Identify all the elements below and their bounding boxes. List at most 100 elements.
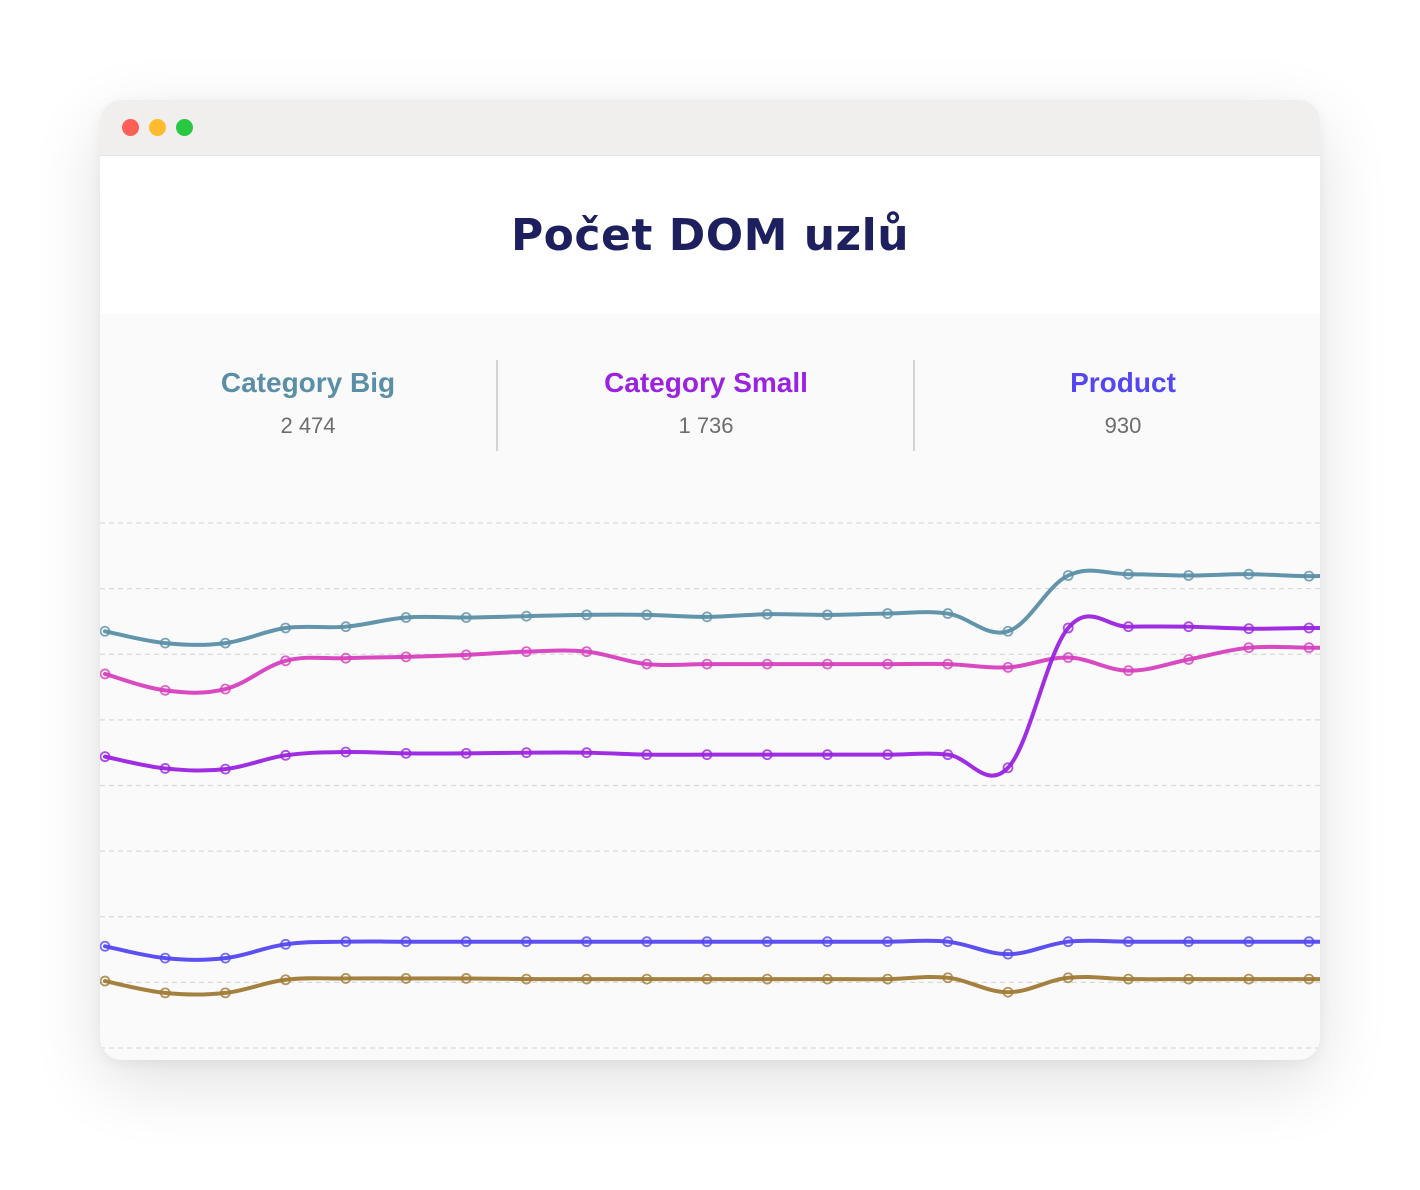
data-point[interactable] — [100, 975, 111, 987]
data-point[interactable] — [581, 646, 593, 658]
data-point[interactable] — [701, 658, 713, 670]
data-point[interactable] — [761, 936, 773, 948]
data-point[interactable] — [1243, 973, 1255, 985]
data-point[interactable] — [220, 952, 231, 964]
data-point[interactable] — [882, 608, 893, 619]
data-point[interactable] — [1002, 762, 1014, 774]
data-point[interactable] — [942, 608, 954, 619]
data-point[interactable] — [942, 972, 954, 984]
data-point[interactable] — [400, 747, 412, 759]
data-point[interactable] — [400, 612, 412, 623]
data-point[interactable] — [1062, 936, 1074, 948]
data-point[interactable] — [460, 747, 472, 759]
data-point[interactable] — [100, 625, 111, 637]
data-point[interactable] — [641, 973, 653, 985]
data-point[interactable] — [942, 936, 954, 948]
data-point[interactable] — [400, 936, 412, 948]
data-point[interactable] — [520, 646, 532, 658]
data-point[interactable] — [761, 608, 773, 620]
data-point[interactable] — [340, 621, 352, 633]
data-point[interactable] — [822, 609, 833, 621]
data-point[interactable] — [280, 974, 292, 986]
data-point[interactable] — [159, 987, 171, 999]
data-point[interactable] — [1062, 972, 1074, 984]
data-point[interactable] — [942, 658, 954, 670]
data-point[interactable] — [340, 973, 352, 984]
data-point[interactable] — [1243, 568, 1255, 580]
data-point[interactable] — [280, 622, 292, 634]
data-point[interactable] — [159, 763, 171, 774]
data-point[interactable] — [882, 973, 893, 985]
minimize-window-button[interactable] — [149, 119, 166, 136]
data-point[interactable] — [400, 651, 412, 663]
data-point[interactable] — [100, 751, 111, 763]
data-point[interactable] — [100, 668, 111, 680]
data-point[interactable] — [280, 655, 292, 667]
data-point[interactable] — [1243, 936, 1255, 948]
data-point[interactable] — [1062, 570, 1074, 581]
data-point[interactable] — [1123, 568, 1134, 580]
data-point[interactable] — [701, 611, 713, 623]
data-point[interactable] — [100, 940, 111, 952]
data-point[interactable] — [520, 610, 532, 622]
data-point[interactable] — [1002, 625, 1014, 637]
data-point[interactable] — [701, 973, 713, 985]
data-point[interactable] — [882, 936, 893, 948]
data-point[interactable] — [1123, 936, 1134, 948]
data-point[interactable] — [1243, 642, 1255, 654]
data-point[interactable] — [641, 749, 653, 761]
data-point[interactable] — [581, 936, 593, 948]
data-point[interactable] — [1183, 621, 1194, 633]
data-point[interactable] — [460, 649, 472, 661]
data-point[interactable] — [1243, 623, 1255, 635]
data-point[interactable] — [340, 746, 352, 758]
data-point[interactable] — [280, 938, 292, 950]
data-point[interactable] — [220, 987, 231, 999]
data-point[interactable] — [701, 749, 713, 761]
data-point[interactable] — [220, 683, 231, 695]
data-point[interactable] — [1123, 973, 1134, 985]
data-point[interactable] — [641, 936, 653, 948]
maximize-window-button[interactable] — [176, 119, 193, 136]
data-point[interactable] — [1183, 973, 1194, 985]
data-point[interactable] — [822, 936, 833, 948]
data-point[interactable] — [822, 658, 833, 670]
data-point[interactable] — [1002, 948, 1014, 960]
data-point[interactable] — [1303, 642, 1315, 654]
data-point[interactable] — [159, 684, 171, 696]
data-point[interactable] — [822, 973, 833, 985]
data-point[interactable] — [159, 637, 171, 649]
data-point[interactable] — [520, 936, 532, 948]
data-point[interactable] — [1183, 936, 1194, 948]
data-point[interactable] — [581, 973, 593, 985]
close-window-button[interactable] — [122, 119, 139, 136]
data-point[interactable] — [520, 973, 532, 985]
data-point[interactable] — [159, 952, 171, 964]
data-point[interactable] — [280, 749, 292, 761]
data-point[interactable] — [641, 658, 653, 670]
data-point[interactable] — [400, 973, 412, 984]
data-point[interactable] — [1123, 621, 1134, 633]
data-point[interactable] — [460, 973, 472, 984]
data-point[interactable] — [340, 652, 352, 664]
data-point[interactable] — [1303, 570, 1315, 582]
data-point[interactable] — [1303, 936, 1315, 948]
data-point[interactable] — [761, 973, 773, 985]
data-point[interactable] — [1002, 986, 1014, 998]
data-point[interactable] — [822, 749, 833, 761]
data-point[interactable] — [340, 936, 352, 948]
data-point[interactable] — [761, 749, 773, 761]
data-point[interactable] — [882, 749, 893, 761]
data-point[interactable] — [1062, 622, 1074, 634]
data-point[interactable] — [761, 658, 773, 670]
data-point[interactable] — [220, 763, 231, 775]
data-point[interactable] — [1303, 622, 1315, 634]
data-point[interactable] — [1183, 654, 1194, 665]
data-point[interactable] — [701, 936, 713, 948]
data-point[interactable] — [581, 747, 593, 759]
data-point[interactable] — [942, 749, 954, 761]
data-point[interactable] — [520, 747, 532, 759]
data-point[interactable] — [1123, 665, 1134, 677]
data-point[interactable] — [1303, 973, 1315, 985]
data-point[interactable] — [220, 637, 231, 649]
